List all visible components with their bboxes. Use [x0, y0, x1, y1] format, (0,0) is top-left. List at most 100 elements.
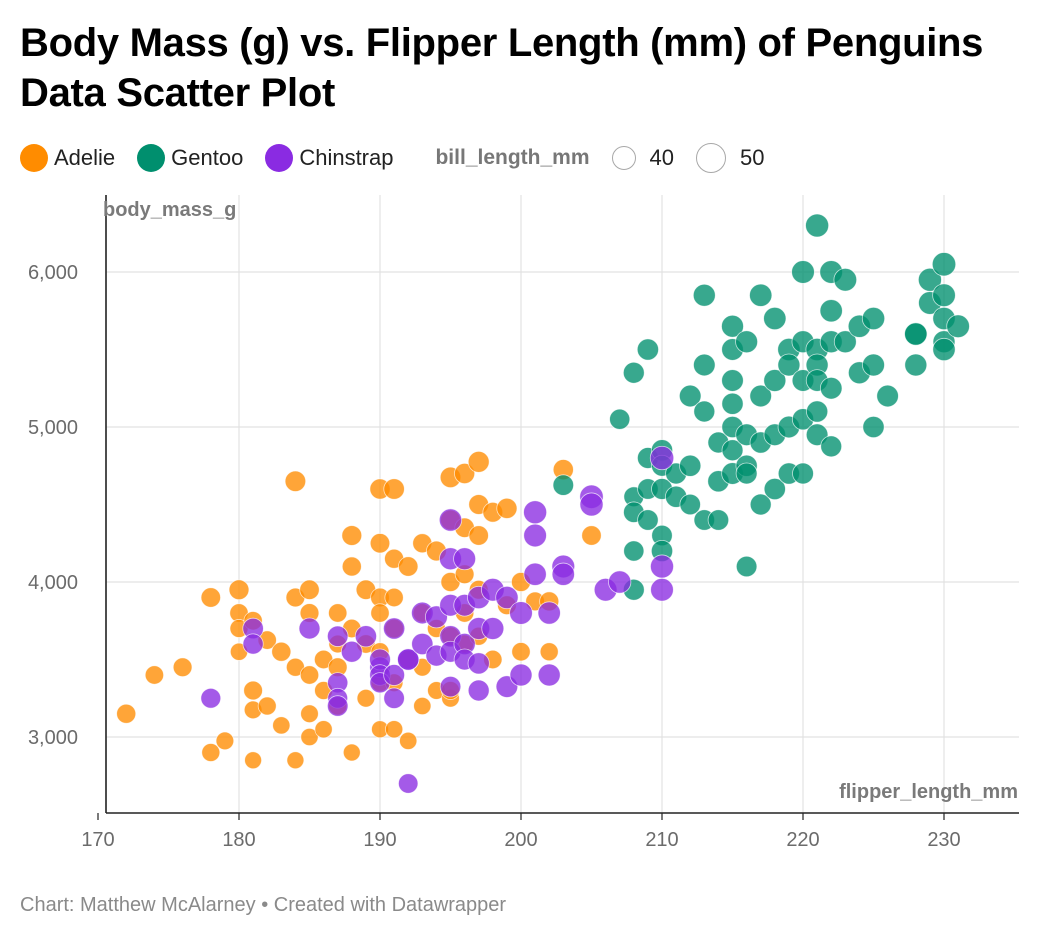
point-gentoo[interactable] [623, 540, 645, 562]
point-adelie[interactable] [341, 556, 362, 577]
point-gentoo[interactable] [861, 306, 886, 331]
point-gentoo[interactable] [777, 353, 801, 377]
point-gentoo[interactable] [819, 377, 843, 400]
point-gentoo[interactable] [749, 493, 772, 516]
point-gentoo[interactable] [805, 213, 830, 238]
point-gentoo[interactable] [946, 314, 970, 339]
point-gentoo[interactable] [806, 400, 829, 423]
point-adelie[interactable] [299, 579, 320, 600]
point-adelie[interactable] [257, 696, 277, 716]
point-gentoo[interactable] [679, 493, 701, 516]
point-adelie[interactable] [200, 587, 221, 608]
point-adelie[interactable] [398, 556, 419, 577]
point-adelie[interactable] [284, 470, 307, 492]
point-gentoo[interactable] [749, 384, 772, 408]
legend-item-gentoo[interactable]: Gentoo [137, 144, 243, 172]
point-gentoo[interactable] [721, 369, 744, 392]
legend-item-chinstrap[interactable]: Chinstrap [265, 144, 393, 172]
point-adelie[interactable] [201, 743, 221, 762]
point-chinstrap[interactable] [298, 617, 321, 640]
point-chinstrap[interactable] [650, 554, 674, 579]
point-chinstrap[interactable] [383, 687, 405, 709]
point-gentoo[interactable] [552, 474, 575, 496]
point-gentoo[interactable] [763, 306, 787, 331]
point-gentoo[interactable] [636, 338, 659, 361]
point-adelie[interactable] [413, 696, 432, 716]
point-chinstrap[interactable] [481, 617, 505, 640]
point-gentoo[interactable] [791, 260, 815, 284]
point-chinstrap[interactable] [242, 633, 264, 655]
point-gentoo[interactable] [749, 283, 773, 307]
point-chinstrap[interactable] [397, 648, 420, 671]
point-adelie[interactable] [314, 720, 333, 739]
point-chinstrap[interactable] [495, 585, 519, 610]
point-adelie[interactable] [144, 665, 165, 685]
point-adelie[interactable] [370, 603, 390, 623]
point-chinstrap[interactable] [340, 640, 363, 663]
point-gentoo[interactable] [819, 299, 843, 323]
point-chinstrap[interactable] [523, 500, 548, 525]
point-adelie[interactable] [172, 657, 193, 678]
legend-item-adelie[interactable]: Adelie [20, 144, 115, 172]
point-chinstrap[interactable] [551, 562, 575, 586]
point-adelie[interactable] [581, 525, 602, 546]
point-gentoo[interactable] [833, 267, 858, 292]
point-adelie[interactable] [468, 525, 489, 546]
point-chinstrap[interactable] [509, 601, 533, 625]
point-adelie[interactable] [384, 587, 404, 608]
point-chinstrap[interactable] [467, 679, 490, 702]
point-gentoo[interactable] [678, 384, 702, 408]
point-chinstrap[interactable] [579, 492, 604, 517]
point-gentoo[interactable] [904, 353, 928, 377]
point-adelie[interactable] [299, 665, 320, 685]
point-gentoo[interactable] [876, 384, 899, 408]
point-chinstrap[interactable] [439, 675, 462, 698]
point-gentoo[interactable] [862, 415, 885, 439]
point-adelie[interactable] [286, 751, 305, 770]
point-gentoo[interactable] [707, 509, 730, 531]
point-chinstrap[interactable] [453, 547, 477, 571]
point-adelie[interactable] [539, 642, 559, 662]
point-gentoo[interactable] [932, 283, 956, 308]
point-adelie[interactable] [454, 462, 476, 485]
point-chinstrap[interactable] [383, 664, 405, 686]
point-gentoo[interactable] [609, 408, 631, 430]
point-adelie[interactable] [511, 642, 531, 662]
point-adelie[interactable] [244, 751, 263, 770]
point-adelie[interactable] [300, 727, 319, 747]
point-adelie[interactable] [228, 579, 250, 601]
point-adelie[interactable] [342, 743, 361, 762]
point-chinstrap[interactable] [398, 773, 419, 794]
point-gentoo[interactable] [763, 477, 786, 501]
point-adelie[interactable] [356, 688, 376, 708]
point-gentoo[interactable] [904, 322, 928, 346]
point-adelie[interactable] [369, 533, 391, 554]
point-adelie[interactable] [467, 450, 490, 473]
point-gentoo[interactable] [792, 462, 814, 485]
point-chinstrap[interactable] [327, 625, 349, 647]
point-adelie[interactable] [116, 703, 137, 724]
point-gentoo[interactable] [622, 361, 645, 384]
point-chinstrap[interactable] [383, 617, 406, 640]
point-gentoo[interactable] [931, 252, 957, 277]
point-adelie[interactable] [271, 641, 292, 662]
point-chinstrap[interactable] [649, 445, 675, 471]
point-adelie[interactable] [272, 716, 291, 735]
point-adelie[interactable] [243, 680, 263, 701]
point-chinstrap[interactable] [509, 663, 533, 687]
point-gentoo[interactable] [820, 435, 843, 458]
point-gentoo[interactable] [679, 454, 702, 477]
point-chinstrap[interactable] [523, 523, 547, 548]
point-gentoo[interactable] [637, 509, 659, 531]
point-chinstrap[interactable] [523, 562, 547, 586]
point-adelie[interactable] [399, 731, 418, 750]
point-chinstrap[interactable] [354, 625, 377, 648]
point-chinstrap[interactable] [327, 695, 349, 717]
point-gentoo[interactable] [932, 337, 956, 362]
point-adelie[interactable] [341, 525, 363, 546]
point-gentoo[interactable] [693, 353, 716, 377]
point-chinstrap[interactable] [200, 687, 222, 709]
point-chinstrap[interactable] [650, 577, 674, 602]
point-chinstrap[interactable] [537, 663, 561, 687]
point-adelie[interactable] [383, 478, 405, 500]
